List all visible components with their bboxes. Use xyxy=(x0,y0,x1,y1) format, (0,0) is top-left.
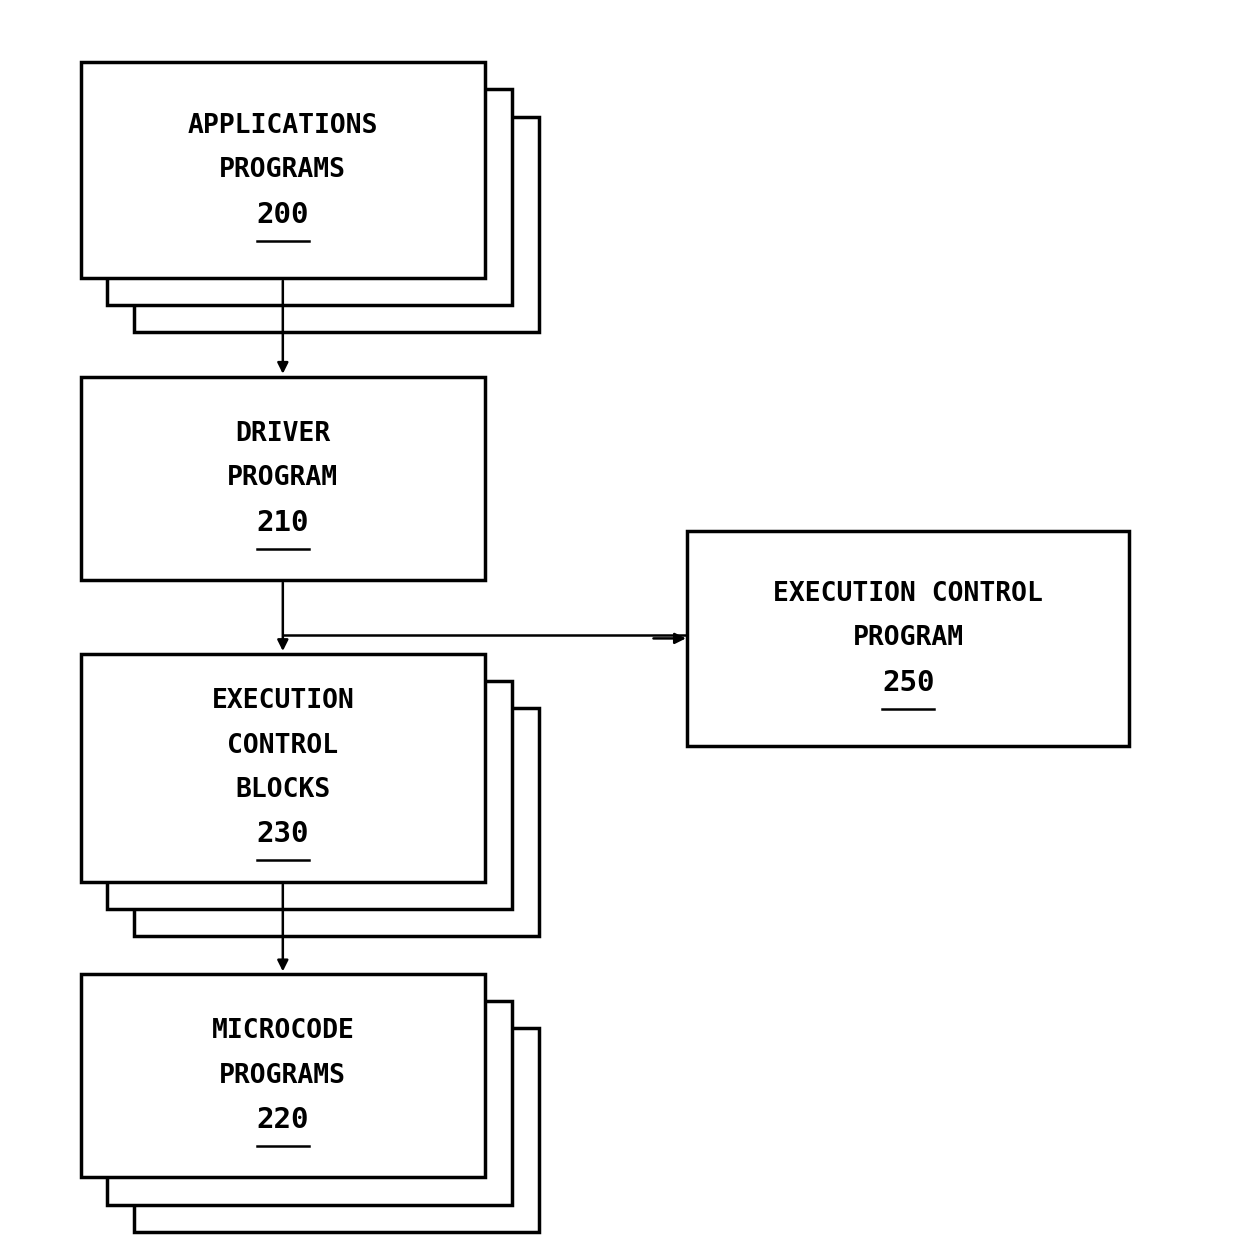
Text: 250: 250 xyxy=(882,669,935,697)
Text: EXECUTION CONTROL: EXECUTION CONTROL xyxy=(774,581,1043,607)
Text: PROGRAMS: PROGRAMS xyxy=(219,157,346,183)
Text: MICROCODE: MICROCODE xyxy=(211,1018,355,1044)
Bar xyxy=(81,974,485,1177)
Text: PROGRAM: PROGRAM xyxy=(853,625,963,652)
Bar xyxy=(81,654,485,882)
Text: DRIVER: DRIVER xyxy=(236,421,330,447)
Text: EXECUTION: EXECUTION xyxy=(211,688,355,714)
Bar xyxy=(134,1028,539,1231)
Bar xyxy=(108,90,512,305)
Bar xyxy=(134,708,539,936)
Bar xyxy=(108,1002,512,1205)
Bar xyxy=(134,117,539,333)
Text: PROGRAM: PROGRAM xyxy=(227,465,339,491)
Text: PROGRAMS: PROGRAMS xyxy=(219,1063,346,1089)
Text: 200: 200 xyxy=(257,201,309,228)
Text: 220: 220 xyxy=(257,1106,309,1134)
Text: CONTROL: CONTROL xyxy=(227,733,339,759)
Bar xyxy=(108,680,512,908)
Bar xyxy=(687,531,1128,746)
Text: 230: 230 xyxy=(257,820,309,849)
Text: APPLICATIONS: APPLICATIONS xyxy=(187,113,378,138)
Text: 210: 210 xyxy=(257,508,309,537)
Bar xyxy=(81,376,485,579)
Bar xyxy=(81,62,485,278)
Text: BLOCKS: BLOCKS xyxy=(236,778,330,802)
